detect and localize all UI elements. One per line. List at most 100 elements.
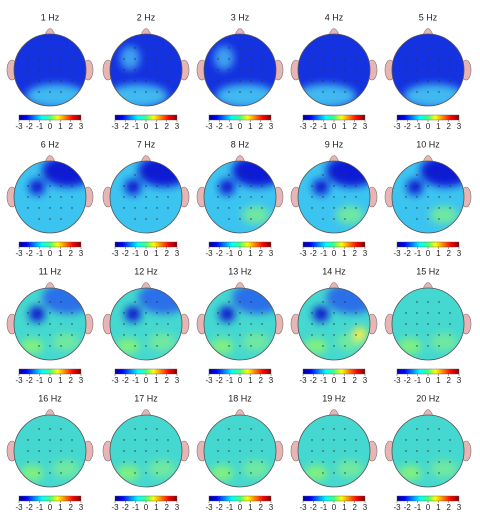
- electrode: [405, 334, 407, 336]
- electrode: [49, 80, 51, 82]
- electrode: [355, 58, 357, 60]
- electrode: [239, 450, 241, 452]
- colorbar: [396, 114, 460, 121]
- colorbar-tick-label: 1: [436, 376, 441, 385]
- electrode: [344, 185, 346, 187]
- colorbar-tick-label: -1: [36, 376, 44, 385]
- electrode: [427, 47, 429, 49]
- electrode: [239, 472, 241, 474]
- colorbar-tick-label: -1: [132, 503, 140, 512]
- electrode: [49, 207, 51, 209]
- colorbar-tick-label: 1: [154, 122, 159, 131]
- blob: [148, 460, 176, 478]
- blob: [210, 338, 234, 354]
- electrode: [228, 80, 230, 82]
- electrode: [145, 439, 147, 441]
- electrode: [405, 439, 407, 441]
- electrode: [239, 323, 241, 325]
- electrode: [217, 196, 219, 198]
- colorbar-tick-label: -2: [26, 503, 34, 512]
- colorbar-tick-label: -2: [216, 376, 224, 385]
- blob: [29, 306, 45, 322]
- electrode: [311, 185, 313, 187]
- electrode: [344, 450, 346, 452]
- colorbar-tick-label: 0: [144, 249, 149, 258]
- electrode: [261, 185, 263, 187]
- blob: [242, 333, 270, 351]
- head-outline: [13, 287, 87, 361]
- blob: [120, 46, 140, 70]
- electrode: [344, 196, 346, 198]
- colorbar: [208, 368, 272, 375]
- field: [304, 460, 364, 481]
- electrode: [250, 196, 252, 198]
- electrode: [134, 69, 136, 71]
- electrode: [344, 301, 346, 303]
- electrode: [217, 207, 219, 209]
- electrode: [145, 312, 147, 314]
- electrode: [416, 472, 418, 474]
- electrode: [145, 47, 147, 49]
- colorbar-tick-label: 1: [58, 122, 63, 131]
- electrode: [239, 428, 241, 430]
- topomap: 1 Hz -3 -2 -1 0 1 2 3: [6, 12, 94, 131]
- electrode: [438, 69, 440, 71]
- electrode: [322, 47, 324, 49]
- electrode: [145, 472, 147, 474]
- electrode: [239, 174, 241, 176]
- electrode: [438, 301, 440, 303]
- electrode: [27, 185, 29, 187]
- electrode: [322, 439, 324, 441]
- electrode: [438, 312, 440, 314]
- electrode: [156, 450, 158, 452]
- electrode: [239, 80, 241, 82]
- colorbar: [302, 495, 366, 502]
- colorbar: [18, 368, 82, 375]
- electrode: [38, 196, 40, 198]
- colorbar-tick-label: 0: [144, 376, 149, 385]
- electrode: [261, 323, 263, 325]
- electrode: [261, 58, 263, 60]
- map-title: 19 Hz: [322, 393, 346, 403]
- electrode: [145, 301, 147, 303]
- colorbar-tick-label: -2: [26, 249, 34, 258]
- colorbar-tick-label: 2: [258, 503, 263, 512]
- electrode: [333, 461, 335, 463]
- electrode: [167, 439, 169, 441]
- colorbar-tick-label: 3: [175, 376, 180, 385]
- electrode: [449, 334, 451, 336]
- electrode: [228, 428, 230, 430]
- blob: [398, 338, 422, 354]
- electrode: [261, 334, 263, 336]
- colorbar-tick-label: -1: [36, 503, 44, 512]
- colorbar-tick-label: -2: [122, 376, 130, 385]
- electrode: [261, 207, 263, 209]
- head-outline: [391, 414, 465, 488]
- electrode: [134, 80, 136, 82]
- electrode: [49, 185, 51, 187]
- electrode: [405, 185, 407, 187]
- electrode: [416, 428, 418, 430]
- electrode: [156, 69, 158, 71]
- electrode: [239, 58, 241, 60]
- blobs: [398, 333, 458, 354]
- electrode: [250, 428, 252, 430]
- electrode: [438, 58, 440, 60]
- map-title: 20 Hz: [416, 393, 440, 403]
- colorbar-tick-label: 0: [238, 503, 243, 512]
- electrode: [123, 80, 125, 82]
- colorbar-tick-label: -3: [393, 376, 401, 385]
- electrode: [27, 196, 29, 198]
- electrode: [27, 461, 29, 463]
- electrode: [416, 218, 418, 220]
- electrode: [311, 80, 313, 82]
- electrode: [449, 207, 451, 209]
- head-outline: [391, 160, 465, 234]
- colorbar-tick-label: 1: [248, 122, 253, 131]
- electrode: [416, 69, 418, 71]
- electrode: [261, 450, 263, 452]
- electrode: [123, 450, 125, 452]
- electrode: [38, 428, 40, 430]
- electrode: [123, 334, 125, 336]
- electrode: [217, 461, 219, 463]
